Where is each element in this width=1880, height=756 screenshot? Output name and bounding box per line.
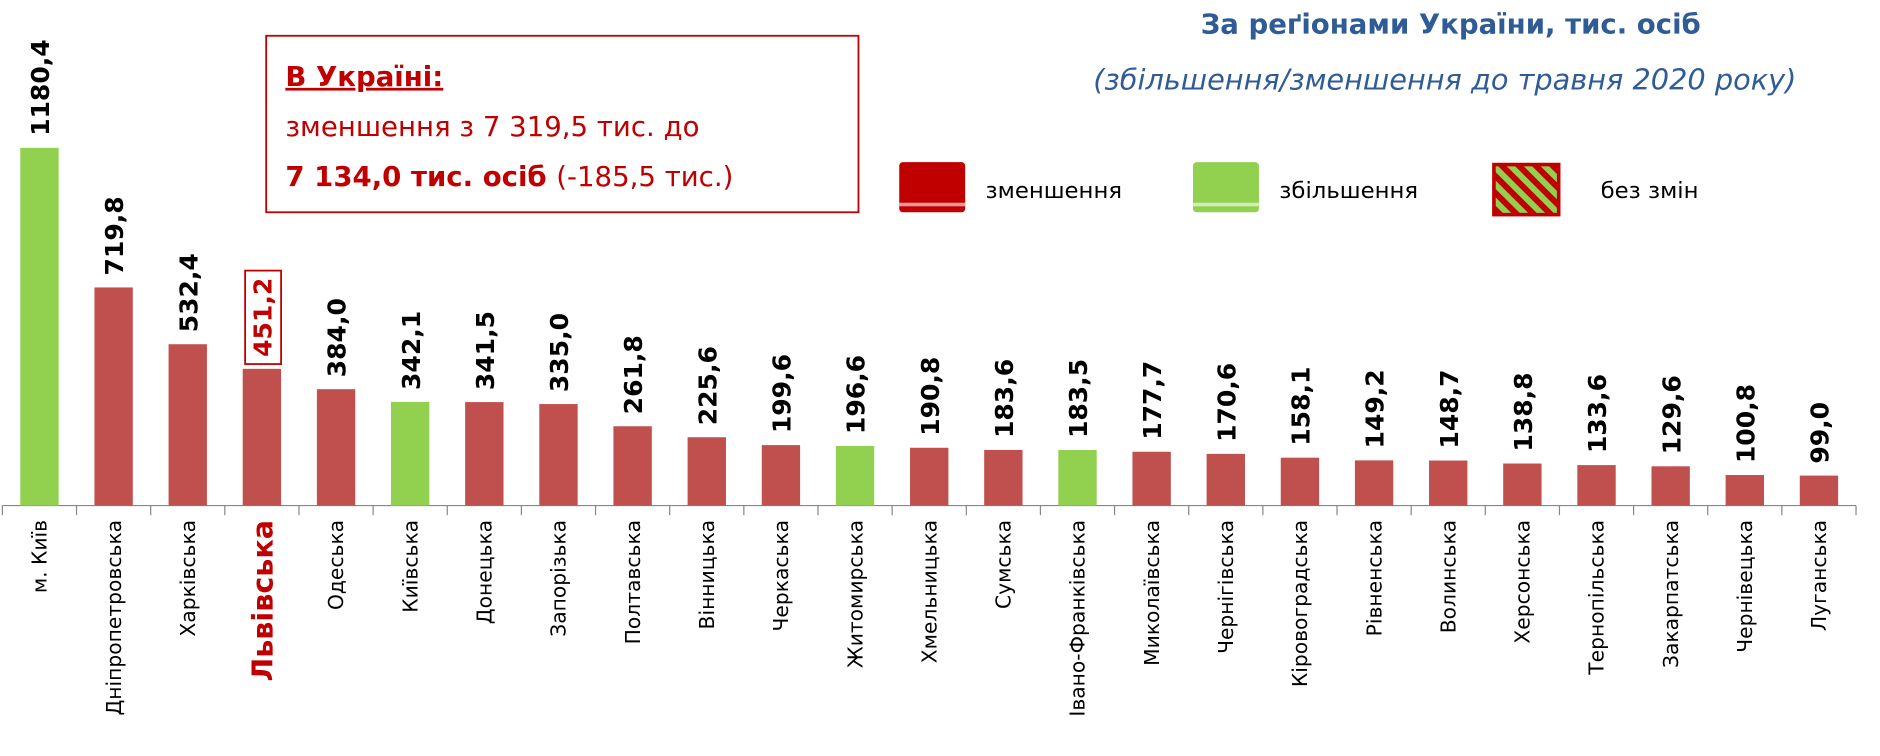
bar [687, 437, 726, 506]
legend-swatch [899, 162, 966, 213]
x-tick-label: Запорізька [547, 520, 571, 637]
bar [539, 404, 578, 506]
chart-subtitle: (збільшення/зменшення до травня 2020 рок… [1093, 63, 1796, 97]
x-tick-label: Миколаївська [1140, 520, 1164, 666]
x-tick-label: Чернівецька [1733, 520, 1757, 653]
bar [316, 389, 356, 506]
x-tick-label: Кіровоградська [1288, 520, 1312, 687]
x-tick-label: Черкаська [769, 520, 793, 632]
value-label: 170,6 [1212, 363, 1241, 442]
bar [20, 147, 59, 506]
value-label: 148,7 [1435, 369, 1464, 448]
value-label: 451,2 [248, 278, 277, 357]
x-tick-label: Івано-Франківська [1066, 520, 1090, 717]
legend-label: без змін [1601, 178, 1699, 204]
bar [465, 402, 504, 506]
bar [835, 446, 875, 506]
bar [1651, 466, 1690, 506]
value-label: 196,6 [842, 355, 871, 434]
annotation-box [265, 34, 860, 214]
bar [168, 344, 207, 506]
bar [984, 449, 1023, 506]
x-tick-label: Закарпатська [1659, 520, 1683, 668]
annotation-heading: В Україні: [285, 61, 443, 93]
bar [1354, 460, 1394, 506]
value-label: 133,6 [1583, 374, 1612, 453]
legend-label: збільшення [1279, 178, 1418, 204]
value-label: 225,6 [693, 346, 722, 425]
annotation-line: зменшення з 7 319,5 тис. до [285, 111, 699, 143]
value-label: 138,8 [1509, 372, 1538, 451]
x-tick-label: Луганська [1807, 520, 1831, 631]
annotation-bold: 7 134,0 тис. осіб [285, 161, 546, 193]
annotation-rest: (-185,5 тис.) [556, 161, 733, 193]
bar [910, 447, 949, 506]
x-tick-label: Сумська [991, 520, 1015, 609]
bar [761, 445, 801, 506]
value-label: 129,6 [1657, 375, 1686, 454]
legend-label: зменшення [986, 178, 1122, 204]
x-tick-label: Житомирська [843, 520, 867, 668]
x-tick-label: Харківська [176, 520, 200, 637]
bar [1206, 453, 1245, 506]
value-label: 384,0 [323, 298, 352, 377]
annotation: В Україні: зменшення з 7 319,5 тис. до 7… [265, 34, 860, 214]
bar [613, 426, 652, 506]
value-label-box [244, 269, 282, 365]
legend-swatch-stripe [1192, 202, 1259, 207]
legend-swatch [1492, 162, 1561, 217]
value-label: 183,6 [990, 359, 1019, 438]
bar [242, 368, 282, 506]
bar [1058, 449, 1097, 506]
value-label: 342,1 [397, 311, 426, 390]
value-label: 719,8 [100, 196, 129, 275]
value-label: 177,7 [1138, 361, 1167, 440]
chart-title: За реґіонами України, тис. осіб [1201, 8, 1701, 40]
bar [1429, 460, 1468, 506]
value-label: 183,5 [1064, 359, 1093, 438]
value-label: 532,4 [174, 253, 203, 332]
x-tick-label: Одеська [324, 520, 348, 610]
x-tick-label: Чернігівська [1214, 520, 1238, 654]
legend-swatch-stripe [899, 202, 966, 207]
bar [1280, 457, 1320, 506]
bar [94, 287, 133, 506]
x-tick-label: м. Київ [28, 520, 52, 593]
x-tick-label: Полтавська [621, 520, 645, 644]
bar [391, 401, 430, 506]
value-label: 1180,4 [26, 39, 55, 136]
x-tick-label: Львівська [246, 520, 280, 682]
value-label: 99,0 [1805, 402, 1834, 464]
x-tick-label: Рівненська [1362, 520, 1386, 636]
value-label: 341,5 [471, 311, 500, 390]
value-label: 100,8 [1731, 384, 1760, 463]
bar [1799, 475, 1839, 506]
value-label: 149,2 [1361, 369, 1390, 448]
bar [1725, 475, 1764, 506]
value-label: 190,8 [916, 357, 945, 436]
x-tick-label: Донецька [472, 520, 496, 624]
x-tick-label: Волинська [1436, 520, 1460, 633]
value-label: 261,8 [619, 335, 648, 414]
value-label: 158,1 [1286, 367, 1315, 446]
x-tick-label: Вінницька [695, 520, 719, 630]
bar [1132, 451, 1171, 506]
x-tick-label: Хмельницька [917, 520, 941, 663]
x-tick-label: Херсонська [1511, 520, 1535, 644]
value-label: 199,6 [767, 354, 796, 433]
x-tick-label: Дніпропетровська [102, 520, 126, 716]
x-tick-label: Тернопільська [1585, 520, 1609, 676]
annotation-line: 7 134,0 тис. осіб (-185,5 тис.) [285, 161, 733, 193]
bar [1503, 463, 1542, 506]
value-label: 335,0 [545, 313, 574, 392]
x-tick-label: Київська [398, 520, 422, 613]
bar [1577, 465, 1616, 506]
legend-swatch [1192, 162, 1259, 213]
